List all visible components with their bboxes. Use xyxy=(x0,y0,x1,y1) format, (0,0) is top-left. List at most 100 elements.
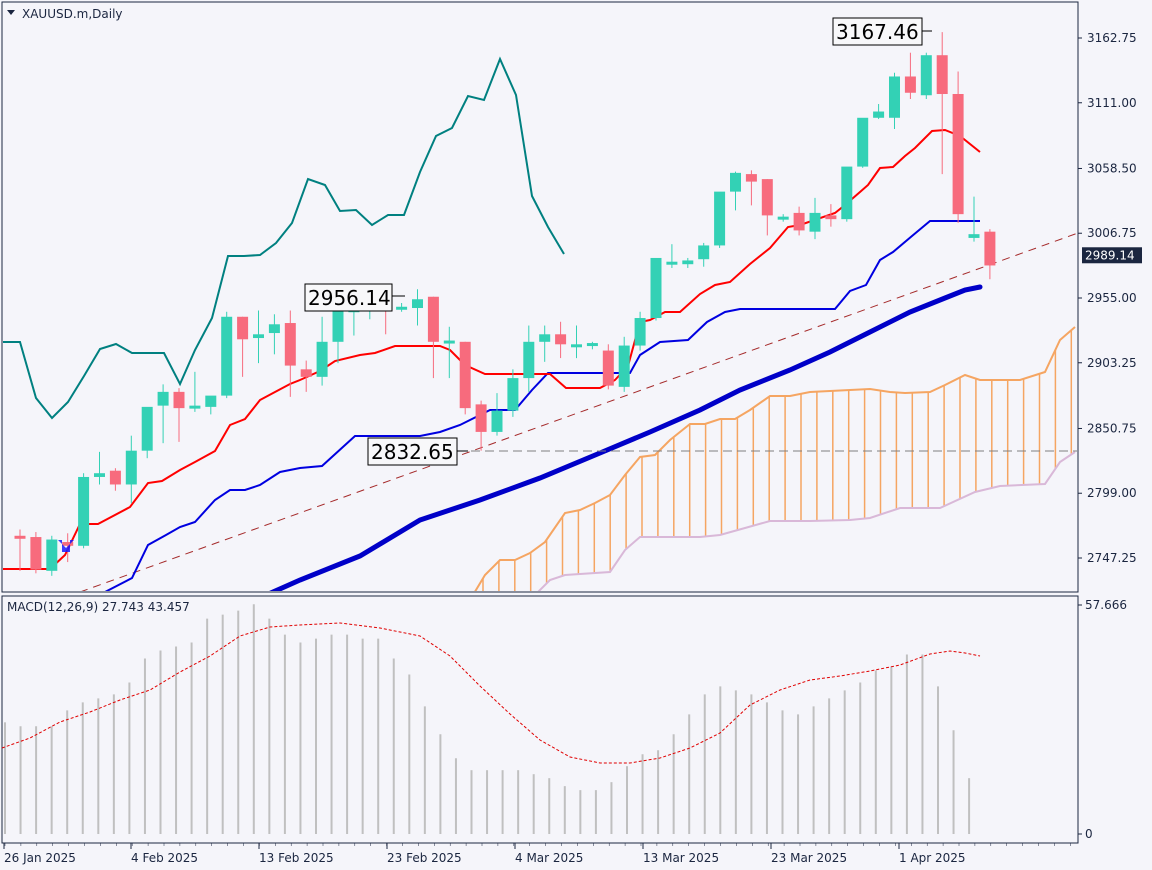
candle-body xyxy=(332,310,344,342)
macd-axis: 57.666 0 xyxy=(1077,596,1127,843)
candle-body xyxy=(523,341,535,379)
candle-body xyxy=(650,257,662,319)
chikou-span-path xyxy=(3,56,565,420)
candle-body xyxy=(507,378,519,411)
candle-body xyxy=(316,341,328,377)
trade-arrow-icon xyxy=(58,540,74,552)
candle-body xyxy=(634,318,646,346)
tenkan-sen-path xyxy=(3,128,981,570)
senkou-span-a xyxy=(474,326,1076,591)
candle-body xyxy=(889,76,900,118)
current-price-badge xyxy=(1082,247,1142,264)
candle-body xyxy=(698,245,710,260)
main-price-panel[interactable] xyxy=(1,1,1079,593)
candle-body xyxy=(443,340,455,344)
moving-average-line xyxy=(269,284,983,591)
candle-body xyxy=(94,473,105,477)
time-tick-label: 13 Mar 2025 xyxy=(643,851,719,865)
candle-body xyxy=(952,94,964,215)
time-tick-label: 1 Apr 2025 xyxy=(899,851,966,865)
time-tick-label: 23 Feb 2025 xyxy=(387,851,462,865)
candle-body xyxy=(793,212,805,231)
candle-body xyxy=(125,450,137,485)
kijun-sen-line xyxy=(104,220,980,591)
candle-body xyxy=(539,334,551,342)
candle-body xyxy=(761,179,773,216)
high-label-text: 3167.46 xyxy=(836,20,919,44)
high-label-box[interactable] xyxy=(832,17,923,46)
low-label-box[interactable] xyxy=(367,437,458,466)
candle-body xyxy=(904,76,916,93)
candle-body xyxy=(284,323,296,366)
time-tick-label: 4 Mar 2025 xyxy=(515,851,583,865)
time-tick-label: 4 Feb 2025 xyxy=(131,851,198,865)
candle-body xyxy=(682,260,694,265)
candle-body xyxy=(237,316,249,340)
price-tick-label: 2747.25 xyxy=(1087,551,1137,565)
trendline[interactable] xyxy=(80,232,1078,592)
price-tick-label: 2955.00 xyxy=(1087,291,1137,305)
candle-body xyxy=(189,405,201,409)
price-tick-label: 3111.00 xyxy=(1087,96,1137,110)
price-tick-label: 2903.25 xyxy=(1087,356,1137,370)
price-tick-label: 3162.75 xyxy=(1087,31,1137,45)
moving-average-path xyxy=(269,284,983,591)
macd-signal-line xyxy=(1,622,981,764)
candle-body xyxy=(412,299,423,309)
price-tick-label: 3058.50 xyxy=(1087,161,1137,175)
candle-body xyxy=(745,174,757,182)
candle-body xyxy=(920,55,932,96)
candle-body xyxy=(555,334,567,345)
macd-histogram xyxy=(1,604,981,834)
candle-body xyxy=(205,395,217,407)
candle-body xyxy=(809,212,821,232)
candle-body xyxy=(968,234,980,238)
candlesticks xyxy=(14,32,996,576)
candle-body xyxy=(714,191,726,246)
candle-body xyxy=(936,55,948,95)
price-axis: 3162.75 3111.00 3058.50 3006.75 2955.00 2903.… xyxy=(1077,2,1142,592)
macd-title: MACD(12,26,9) 27.743 43.457 xyxy=(7,600,190,614)
candle-body xyxy=(571,344,582,348)
candle-body xyxy=(62,542,74,546)
candle-body xyxy=(173,391,185,409)
ichimoku-cloud xyxy=(474,326,1076,591)
candle-body xyxy=(730,172,741,192)
candle-body xyxy=(984,231,996,266)
candle-body xyxy=(857,117,869,167)
candle-body xyxy=(46,539,58,571)
time-tick-label: 13 Feb 2025 xyxy=(259,851,334,865)
candle-body xyxy=(300,369,312,377)
candle-body xyxy=(30,537,42,570)
price-tick-label: 3006.75 xyxy=(1087,226,1137,240)
collapse-triangle-icon[interactable] xyxy=(7,10,15,15)
time-tick-label: 23 Mar 2025 xyxy=(771,851,847,865)
candle-body xyxy=(602,350,614,386)
mid-high-label-box[interactable] xyxy=(304,283,393,312)
candle-body xyxy=(666,261,678,265)
candle-body xyxy=(873,111,885,118)
time-tick-label: 26 Jan 2025 xyxy=(4,851,76,865)
candle-body xyxy=(268,324,280,334)
chikou-span-line xyxy=(3,56,565,420)
tenkan-sen-line xyxy=(3,128,981,570)
candle-body xyxy=(157,391,169,406)
candle-body xyxy=(618,345,630,387)
current-price-label: 2989.14 xyxy=(1085,248,1135,262)
candle-body xyxy=(109,470,121,485)
mid-high-label-text: 2956.14 xyxy=(308,286,391,310)
kijun-sen-path xyxy=(104,220,980,591)
price-annotations[interactable]: 3167.46 2956.14 2832.65 xyxy=(304,17,932,466)
candle-body xyxy=(141,406,153,451)
candle-body xyxy=(459,341,471,409)
candle-body xyxy=(491,410,503,432)
macd-tick-label: 0 xyxy=(1085,827,1093,841)
candle-body xyxy=(586,343,598,347)
candle-body xyxy=(396,306,408,310)
candle-body xyxy=(221,316,233,396)
time-axis: 26 Jan 2025 4 Feb 2025 13 Feb 2025 23 Feb 2… xyxy=(2,842,1078,865)
candle-body xyxy=(427,296,439,342)
trendline-path[interactable] xyxy=(80,232,1078,592)
macd-panel[interactable] xyxy=(1,595,1079,844)
